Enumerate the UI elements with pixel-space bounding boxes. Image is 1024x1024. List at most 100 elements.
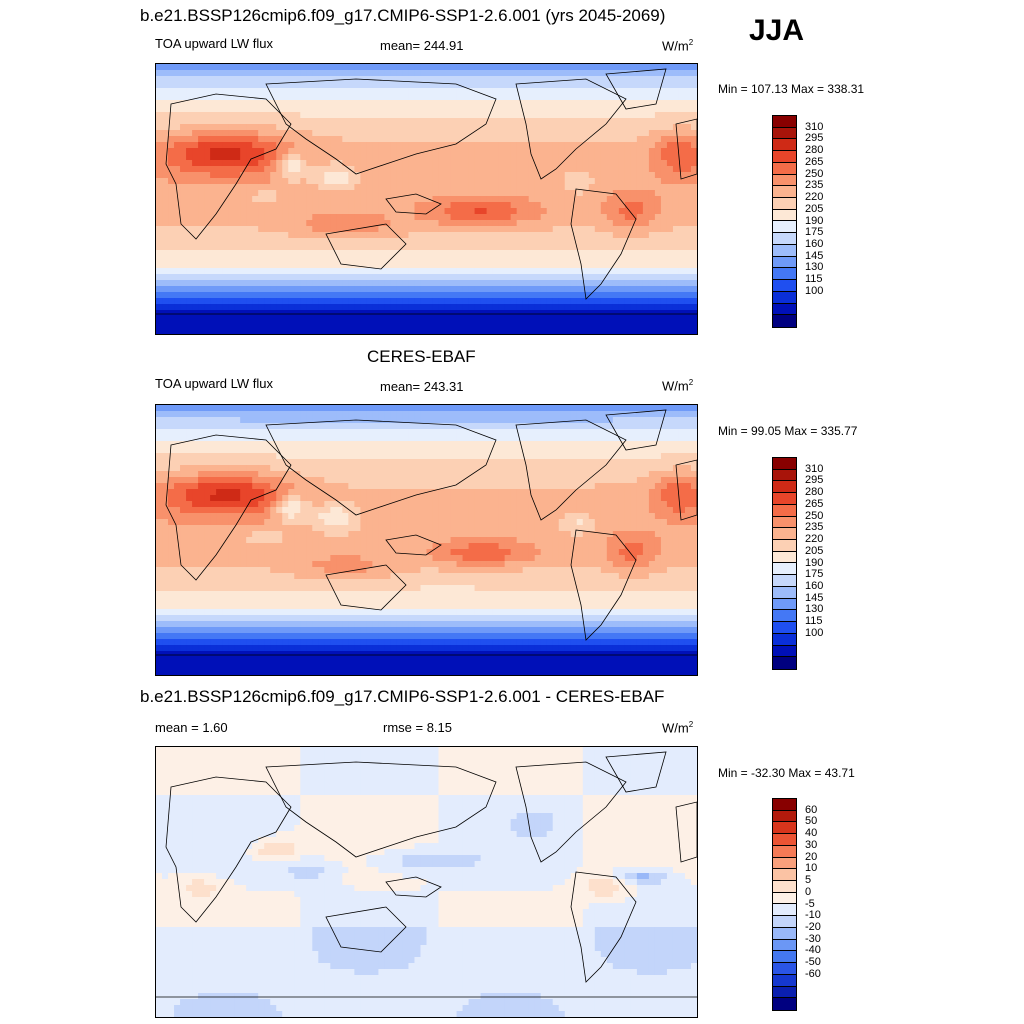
field-cell (390, 268, 398, 275)
field-cell (408, 100, 416, 107)
field-cell (264, 310, 271, 317)
field-cell (198, 286, 205, 293)
field-cell (516, 244, 524, 251)
field-cell (324, 405, 331, 412)
field-cell (180, 435, 187, 442)
field-cell (498, 262, 506, 269)
field-cell (396, 76, 404, 83)
field-cell (552, 429, 560, 436)
field-cell (246, 100, 253, 107)
field-cell (462, 112, 470, 119)
field-cell (462, 459, 470, 466)
field-cell (606, 172, 614, 179)
field-cell (642, 190, 650, 197)
field-cell (420, 435, 428, 442)
field-cell (540, 148, 548, 155)
field-cell (198, 459, 205, 466)
field-cell (660, 292, 668, 299)
field-cell (684, 106, 692, 113)
field-cell (168, 220, 175, 227)
field-cell (252, 298, 259, 305)
field-cell (618, 106, 626, 113)
field-cell (264, 405, 271, 412)
field-cell (204, 208, 211, 215)
field-cell (246, 214, 253, 221)
field-cell (444, 148, 452, 155)
field-cell (438, 142, 446, 149)
field-cell (606, 226, 614, 233)
field-cell (450, 178, 458, 185)
field-cell (474, 256, 482, 263)
field-cell (372, 256, 380, 263)
field-cell (588, 142, 596, 149)
field-cell (270, 88, 277, 95)
field-cell (438, 208, 446, 215)
field-cell (570, 250, 578, 257)
field-cell (642, 94, 650, 101)
field-cell (462, 411, 470, 418)
field-cell (450, 268, 458, 275)
field-cell (642, 184, 650, 191)
field-cell (156, 94, 163, 101)
field-cell (528, 142, 536, 149)
field-cell (270, 196, 277, 203)
field-cell (288, 316, 295, 323)
field-cell (396, 322, 404, 329)
field-cell (672, 214, 680, 221)
field-cell (420, 411, 428, 418)
field-cell (336, 172, 343, 179)
field-cell (528, 459, 536, 466)
field-cell (384, 130, 392, 137)
field-cell (450, 238, 458, 245)
field-cell (618, 328, 626, 334)
field-cell (306, 64, 313, 71)
field-cell (462, 154, 470, 161)
coastline (605, 68, 667, 110)
field-cell (378, 441, 386, 448)
field-cell (258, 280, 265, 287)
field-cell (690, 94, 697, 101)
field-cell (606, 82, 614, 89)
field-cell (336, 124, 343, 131)
field-cell (672, 208, 680, 215)
field-cell (546, 405, 554, 412)
field-cell (648, 256, 656, 263)
field-cell (480, 280, 488, 287)
field-cell (420, 214, 428, 221)
field-cell (468, 160, 476, 167)
field-cell (498, 268, 506, 275)
field-cell (534, 94, 542, 101)
field-cell (234, 310, 241, 317)
field-cell (402, 70, 410, 77)
field-cell (204, 310, 211, 317)
field-cell (396, 262, 404, 269)
field-cell (534, 226, 542, 233)
field-cell (360, 441, 367, 448)
field-cell (522, 76, 530, 83)
field-cell (174, 220, 181, 227)
field-cell (174, 441, 181, 448)
field-cell (492, 190, 500, 197)
field-cell (654, 64, 662, 71)
field-cell (690, 76, 697, 83)
field-cell (576, 154, 584, 161)
field-cell (492, 82, 500, 89)
field-cell (552, 148, 560, 155)
field-cell (570, 411, 578, 418)
field-cell (180, 441, 187, 448)
field-cell (282, 417, 289, 424)
field-cell (222, 88, 229, 95)
field-cell (210, 226, 217, 233)
field-cell (474, 411, 482, 418)
field-cell (504, 166, 512, 173)
field-cell (300, 202, 307, 209)
field-cell (264, 411, 271, 418)
field-cell (324, 435, 331, 442)
field-cell (438, 178, 446, 185)
field-cell (240, 64, 247, 71)
field-cell (270, 64, 277, 71)
field-cell (474, 136, 482, 143)
field-cell (660, 196, 668, 203)
field-cell (276, 76, 283, 83)
field-cell (258, 292, 265, 299)
